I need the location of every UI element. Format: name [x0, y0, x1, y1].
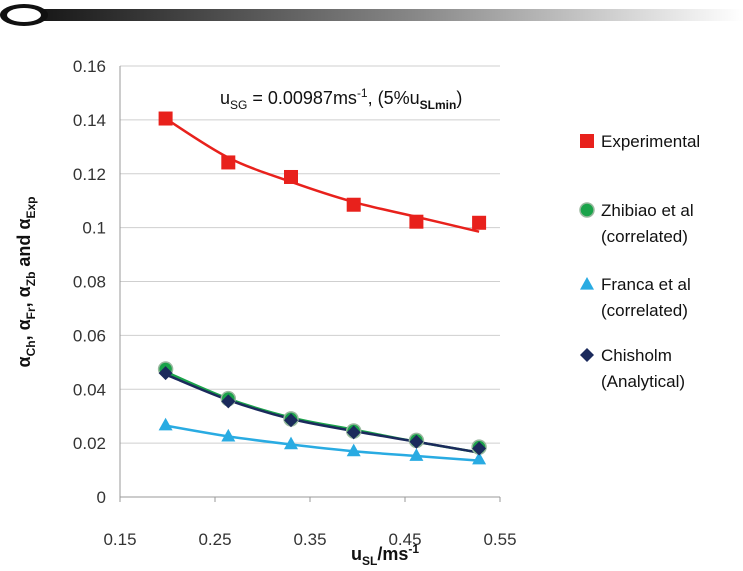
legend: Experimental Zhibiao et al (correlated) Fra…: [579, 132, 700, 391]
data-point: [346, 443, 361, 457]
x-tick-label: 0.25: [198, 530, 231, 549]
data-point: [409, 434, 424, 449]
legend-marker: [580, 277, 594, 290]
data-point: [472, 451, 487, 465]
y-tick-label: 0.08: [73, 273, 106, 292]
legend-label: Experimental: [601, 132, 700, 151]
x-tick-label: 0.55: [483, 530, 516, 549]
y-tick-label: 0.04: [73, 380, 106, 399]
y-tick-label: 0.16: [73, 57, 106, 76]
legend-marker: [580, 348, 594, 362]
trendline: [165, 370, 480, 454]
legend-label: (correlated): [601, 301, 688, 320]
annotation-usg: uSG = 0.00987ms-1, (5%uSLmin): [220, 86, 462, 112]
x-tick-label: 0.35: [293, 530, 326, 549]
y-tick-label: 0.06: [73, 326, 106, 345]
data-point: [472, 215, 487, 230]
data-point: [221, 155, 236, 170]
slide-header-bar: [0, 4, 743, 26]
trendline: [165, 424, 480, 462]
data-point: [158, 111, 173, 126]
data-point: [346, 425, 361, 440]
data-point: [284, 169, 298, 184]
y-tick-label: 0.14: [73, 111, 106, 130]
data-point: [158, 417, 173, 431]
header-oval-inner: [7, 8, 41, 22]
y-tick-label: 0: [97, 488, 106, 507]
data-point: [284, 436, 298, 450]
data-markers: [157, 111, 487, 465]
data-point: [346, 197, 361, 212]
data-point: [472, 441, 487, 456]
legend-label: (correlated): [601, 227, 688, 246]
gridlines: [120, 65, 500, 444]
legend-label: Franca et al: [601, 275, 691, 294]
data-point: [409, 214, 424, 229]
y-tick-label: 0.1: [82, 219, 106, 238]
legend-label: Zhibiao et al: [601, 201, 694, 220]
x-axis-title: uSL/ms-1: [351, 542, 419, 568]
legend-marker: [580, 134, 594, 148]
data-point: [221, 394, 236, 409]
data-point: [221, 428, 236, 442]
x-tick-label: 0.45: [388, 530, 421, 549]
legend-label: Chisholm: [601, 346, 672, 365]
legend-marker: [579, 202, 595, 218]
trendline: [165, 373, 480, 454]
header-gradient: [18, 9, 743, 21]
y-axis-title: αCh, αFr, αZb and αExp: [14, 197, 38, 368]
trendline: [164, 117, 480, 233]
axes: 0 0.02 0.04 0.06 0.08 0.1 0.12 0.14 0.16 0.15 0.25…: [73, 57, 517, 549]
trendlines: [164, 117, 480, 462]
data-point: [409, 448, 424, 461]
x-tick-label: 0.15: [103, 530, 136, 549]
legend-label: (Analytical): [601, 372, 685, 391]
data-point: [158, 366, 173, 381]
data-point: [284, 413, 298, 428]
y-tick-label: 0.02: [73, 434, 106, 453]
y-tick-label: 0.12: [73, 165, 106, 184]
